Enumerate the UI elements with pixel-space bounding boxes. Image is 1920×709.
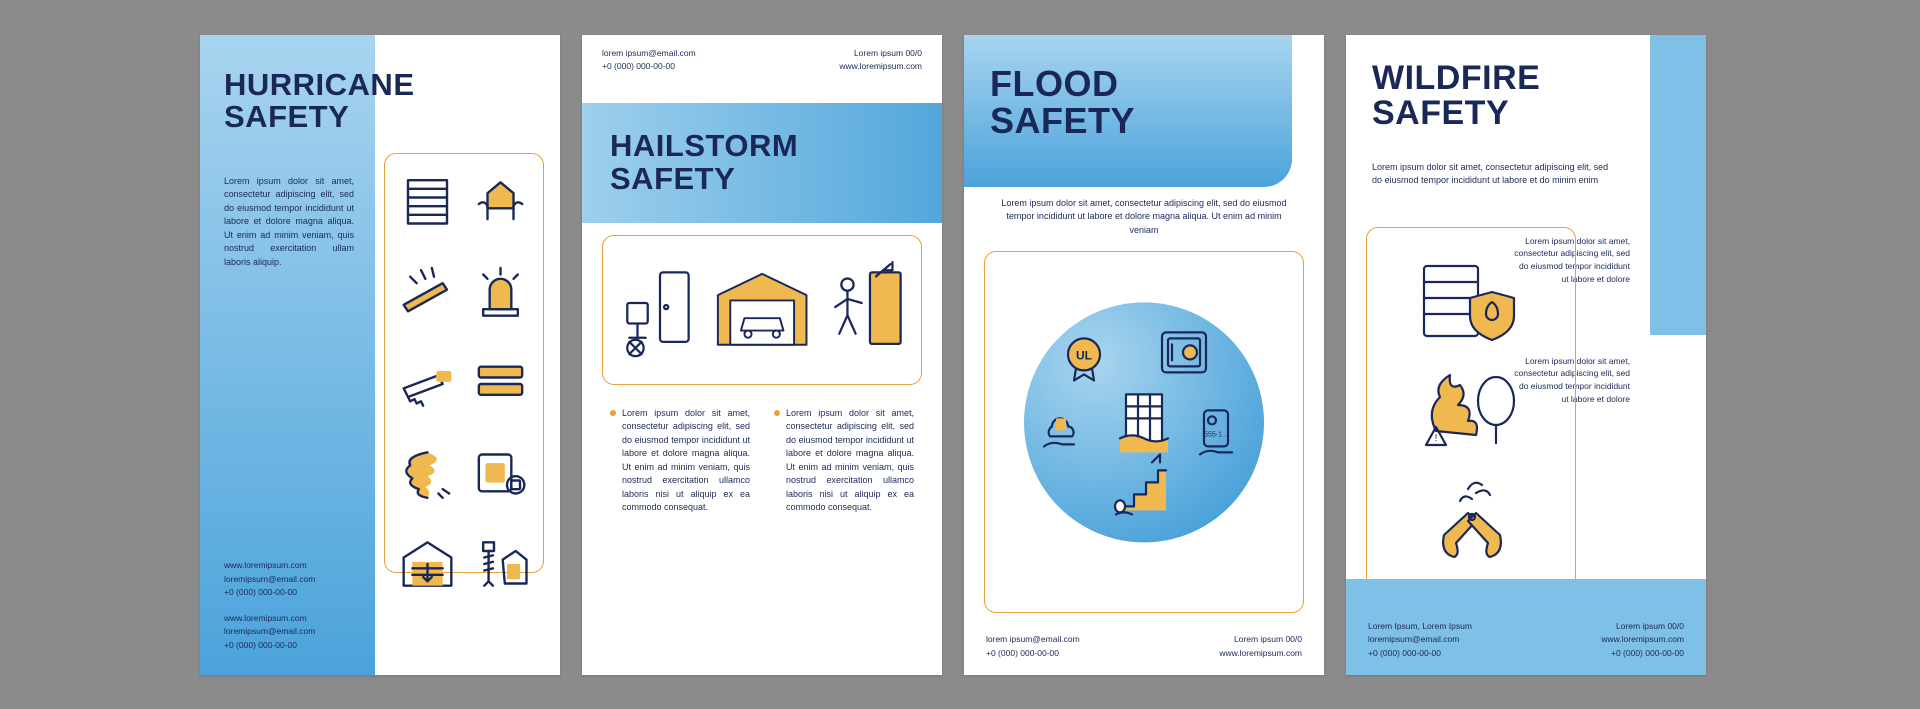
contact-left: lorem ipsum@email.com +0 (000) 000-00-00 <box>986 633 1080 660</box>
pruning-shears-icon <box>1396 471 1546 571</box>
hands-house-icon <box>468 164 533 244</box>
lock-device-icon <box>468 434 533 514</box>
contact-email: loremipsum@email.com <box>224 573 315 587</box>
title-line: SAFETY <box>990 100 1135 141</box>
contact-phone: +0 (000) 000-00-00 <box>986 647 1080 661</box>
col-text: Lorem ipsum dolor sit amet, consectetur … <box>786 407 914 515</box>
col-text: Lorem ipsum dolor sit amet, consectetur … <box>622 407 750 515</box>
flood-icons-svg: UL <box>1024 302 1264 542</box>
title-line: WILDFIRE <box>1372 59 1540 97</box>
blinds-icon <box>395 164 460 244</box>
safe-icon <box>1162 332 1206 372</box>
stairs-water-icon <box>1115 454 1166 514</box>
wildfire-contacts: Lorem Ipsum, Lorem Ipsum loremipsum@emai… <box>1368 620 1684 661</box>
hurricane-title: HURRICANE SAFETY <box>224 69 415 134</box>
furniture-indoor-icon <box>615 246 697 374</box>
col-1: Lorem ipsum dolor sit amet, consectetur … <box>610 407 750 515</box>
title-line: SAFETY <box>224 99 349 134</box>
contact-phone: +0 (000) 000-00-00 <box>1601 647 1684 661</box>
contact-right: Lorem ipsum 00/0 www.loremipsum.com <box>839 47 922 74</box>
title-line: HAILSTORM <box>610 128 798 163</box>
person-exit-icon <box>827 246 909 374</box>
svg-text:555-1...: 555-1... <box>1204 431 1228 438</box>
hailstorm-icon-row <box>602 235 922 385</box>
hailstorm-top-contacts: lorem ipsum@email.com +0 (000) 000-00-00… <box>602 47 922 74</box>
building-flood-icon <box>1120 394 1168 452</box>
hurricane-body: Lorem ipsum dolor sit amet, consectetur … <box>224 175 354 270</box>
contact-phone: +0 (000) 000-00-00 <box>602 60 696 74</box>
contact-left: lorem ipsum@email.com +0 (000) 000-00-00 <box>602 47 696 74</box>
flood-bottom-contacts: lorem ipsum@email.com +0 (000) 000-00-00… <box>986 633 1302 660</box>
contact-right: Lorem ipsum 00/0 www.loremipsum.com <box>1219 633 1302 660</box>
hailstorm-title: HAILSTORM SAFETY <box>610 130 798 195</box>
contact-web: www.loremipsum.com <box>224 612 315 626</box>
contact-email: lorem ipsum@email.com <box>986 633 1080 647</box>
wildfire-right-strip <box>1650 35 1706 335</box>
brochure-canvas: HURRICANE SAFETY Lorem ipsum dolor sit a… <box>200 35 1720 675</box>
contact-web: www.loremipsum.com <box>1219 647 1302 661</box>
tree-burning-icon: ! <box>1396 361 1546 461</box>
flood-title-panel: FLOOD SAFETY <box>964 35 1292 187</box>
contact-right: Lorem ipsum 00/0 www.loremipsum.com +0 (… <box>1601 620 1684 661</box>
flood-title: FLOOD SAFETY <box>990 65 1292 141</box>
col-2: Lorem ipsum dolor sit amet, consectetur … <box>774 407 914 515</box>
bullet-dot-icon <box>774 410 780 416</box>
siren-icon <box>468 254 533 334</box>
saw-icon <box>395 344 460 424</box>
hailstorm-title-band: HAILSTORM SAFETY <box>582 103 942 223</box>
garage-icon <box>395 524 460 604</box>
tornado-icon <box>395 434 460 514</box>
contact-web: www.loremipsum.com <box>1601 633 1684 647</box>
title-line: HURRICANE <box>224 67 415 102</box>
contact-label: Lorem ipsum 00/0 <box>839 47 922 61</box>
flood-frame: UL <box>984 251 1304 613</box>
contact-label: Lorem ipsum 00/0 <box>1219 633 1302 647</box>
wildfire-icon-frame: ! <box>1366 227 1576 597</box>
svg-text:!: ! <box>1435 433 1438 444</box>
title-line: SAFETY <box>610 161 735 196</box>
contact-label: Lorem ipsum 00/0 <box>1601 620 1684 634</box>
contact-line: Lorem Ipsum, Lorem Ipsum <box>1368 620 1472 634</box>
contact-email: loremipsum@email.com <box>224 625 315 639</box>
bullet-dot-icon <box>610 410 616 416</box>
flood-intro: Lorem ipsum dolor sit amet, consectetur … <box>994 197 1294 238</box>
wildfire-intro: Lorem ipsum dolor sit amet, consectetur … <box>1372 161 1612 188</box>
contact-phone: +0 (000) 000-00-00 <box>224 639 315 653</box>
ul-badge-icon: UL <box>1068 338 1100 380</box>
card-hailstorm: lorem ipsum@email.com +0 (000) 000-00-00… <box>582 35 942 675</box>
cloud-hand-icon <box>1044 418 1074 446</box>
screw-house-icon <box>468 524 533 604</box>
hailstorm-columns: Lorem ipsum dolor sit amet, consectetur … <box>610 407 914 515</box>
title-line: SAFETY <box>1372 94 1509 132</box>
board-icon <box>468 344 533 424</box>
contact-web: www.loremipsum.com <box>839 60 922 74</box>
card-flood: FLOOD SAFETY Lorem ipsum dolor sit amet,… <box>964 35 1324 675</box>
fire-shield-icon <box>1396 252 1546 352</box>
phone-hand-icon: 555-1... <box>1200 410 1232 454</box>
flood-icon-circle: UL <box>1024 302 1264 542</box>
contact-email: loremipsum@email.com <box>1368 633 1472 647</box>
card-hurricane: HURRICANE SAFETY Lorem ipsum dolor sit a… <box>200 35 560 675</box>
contact-email: lorem ipsum@email.com <box>602 47 696 61</box>
hurricane-contacts: www.loremipsum.com loremipsum@email.com … <box>224 559 315 653</box>
contact-phone: +0 (000) 000-00-00 <box>1368 647 1472 661</box>
contact-phone: +0 (000) 000-00-00 <box>224 586 315 600</box>
contact-web: www.loremipsum.com <box>224 559 315 573</box>
wildfire-title: WILDFIRE SAFETY <box>1372 61 1540 132</box>
card-wildfire: WILDFIRE SAFETY Lorem ipsum dolor sit am… <box>1346 35 1706 675</box>
hurricane-icon-grid <box>384 153 544 573</box>
title-line: FLOOD <box>990 63 1118 104</box>
fallen-tree-icon <box>395 254 460 334</box>
car-garage-icon <box>709 246 815 374</box>
contact-left: Lorem Ipsum, Lorem Ipsum loremipsum@emai… <box>1368 620 1472 661</box>
svg-text:UL: UL <box>1076 348 1092 362</box>
